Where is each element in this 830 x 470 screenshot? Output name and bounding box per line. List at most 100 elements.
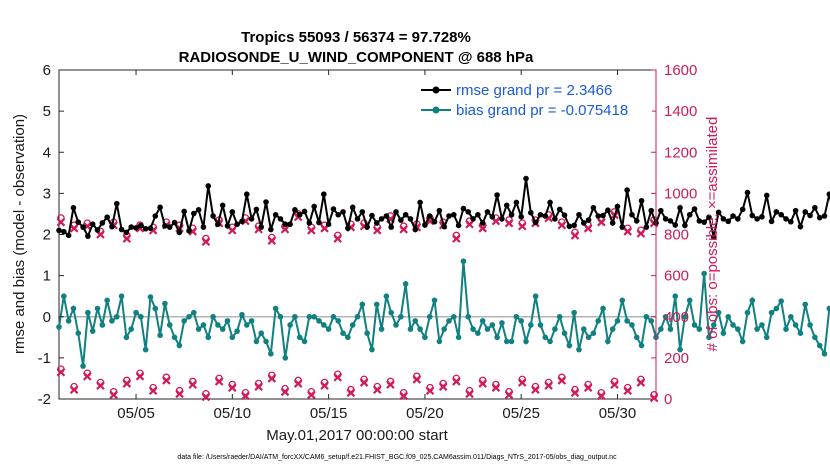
obs-assimilated-point-stroke <box>56 367 66 377</box>
bias-point <box>345 334 351 341</box>
rmse-point <box>210 213 216 219</box>
rmse-point <box>200 224 207 230</box>
obs-assimilated-point-stroke <box>109 390 118 400</box>
bias-point <box>441 326 447 332</box>
rmse-point <box>89 221 96 228</box>
bias-point <box>388 309 395 316</box>
rmse-point <box>797 223 804 230</box>
rmse-point <box>70 204 77 211</box>
rmse-point <box>138 222 144 229</box>
rmse-point <box>638 197 645 204</box>
bias-point <box>268 350 274 357</box>
rmse-point <box>754 216 760 222</box>
y-tick-label: 0 <box>43 309 51 326</box>
obs-assimilated-point-stroke <box>96 381 105 390</box>
x-tick-label: 05/15 <box>310 405 348 422</box>
rmse-point <box>629 211 635 218</box>
y-right-tick-label: 1600 <box>664 62 697 79</box>
rmse-point <box>104 214 110 221</box>
bias-point <box>648 318 654 324</box>
rmse-point <box>720 216 727 222</box>
rmse-point <box>345 225 351 232</box>
rmse-point <box>378 216 385 222</box>
bias-point <box>431 297 438 304</box>
rmse-point <box>369 212 375 219</box>
rmse-point <box>277 216 284 222</box>
rmse-point <box>465 209 472 215</box>
rmse-point <box>513 199 520 206</box>
rmse-point <box>287 221 293 228</box>
obs-assimilated-point-stroke <box>478 379 487 388</box>
bias-point <box>176 342 183 349</box>
y-tick-label: 5 <box>43 103 51 120</box>
obs-assimilated-point-stroke <box>386 380 395 389</box>
bias-point <box>816 342 823 349</box>
obs-assimilated-point-stroke <box>504 390 514 400</box>
rmse-point <box>268 226 274 233</box>
rmse-series-layer <box>56 175 830 240</box>
bias-point <box>715 309 722 316</box>
obs-assimilated-point-stroke <box>346 388 356 398</box>
obs-assimilated-point-stroke <box>267 236 277 245</box>
rmse-point <box>243 191 250 197</box>
bias-point <box>658 326 664 332</box>
plot-area <box>58 69 657 400</box>
y-tick-label: -1 <box>38 350 51 367</box>
rmse-point <box>547 199 553 206</box>
bias-point <box>282 355 289 361</box>
rmse-point <box>234 221 240 228</box>
rmse-point <box>133 225 139 231</box>
rmse-point <box>759 214 765 220</box>
obs-assimilated-point-stroke <box>307 390 316 400</box>
legend-bias-marker <box>432 106 440 114</box>
chart-subtitle: RADIOSONDE_U_WIND_COMPONENT @ 688 hPa <box>179 49 534 66</box>
obs-assimilated-point-stroke <box>583 224 593 233</box>
bias-point <box>725 313 732 320</box>
rmse-point <box>696 218 703 224</box>
obs-assimilated-point-stroke <box>452 377 461 386</box>
obs-assimilated-point-stroke <box>399 225 408 234</box>
bias-point <box>744 309 751 316</box>
rmse-point <box>489 214 496 220</box>
rmse-point <box>783 216 789 222</box>
obs-assimilated-point-stroke <box>214 377 224 386</box>
bias-point <box>682 313 688 320</box>
bias-point <box>306 313 313 320</box>
bias-point <box>373 301 380 308</box>
bias-point <box>320 322 327 328</box>
bias-point <box>277 313 284 320</box>
obs-assimilated-point-stroke <box>425 386 435 396</box>
bias-point <box>243 322 250 328</box>
x-tick-label: 05/30 <box>599 405 637 422</box>
rmse-point <box>311 203 317 210</box>
bias-point <box>287 322 293 328</box>
bias-point <box>556 313 563 320</box>
rmse-point <box>109 223 115 230</box>
bias-point <box>359 301 366 308</box>
y-right-tick-label: 200 <box>664 350 689 367</box>
bias-point <box>349 322 356 328</box>
bias-point <box>624 318 630 324</box>
rmse-point <box>580 220 587 226</box>
rmse-point <box>605 207 611 214</box>
rmse-point <box>802 209 809 215</box>
rmse-point <box>417 199 423 206</box>
rmse-point <box>263 199 269 205</box>
obs-assimilated-point-stroke <box>135 372 145 381</box>
obs-assimilated-point-stroke <box>96 230 105 239</box>
rmse-point <box>118 226 125 233</box>
obs-assimilated-point-stroke <box>56 217 66 227</box>
obs-assimilated-point-stroke <box>491 216 501 226</box>
bias-point <box>783 326 789 332</box>
rmse-point <box>272 211 279 218</box>
bias-point <box>465 313 472 320</box>
rmse-point <box>436 207 443 214</box>
rmse-point <box>258 224 265 230</box>
y-tick-label: 1 <box>43 268 51 285</box>
rmse-point <box>426 213 433 219</box>
rmse-point <box>658 207 664 214</box>
bias-point <box>89 328 96 334</box>
bias-point <box>398 313 404 320</box>
obs-assimilated-point-stroke <box>69 385 79 395</box>
rmse-point <box>816 214 823 221</box>
